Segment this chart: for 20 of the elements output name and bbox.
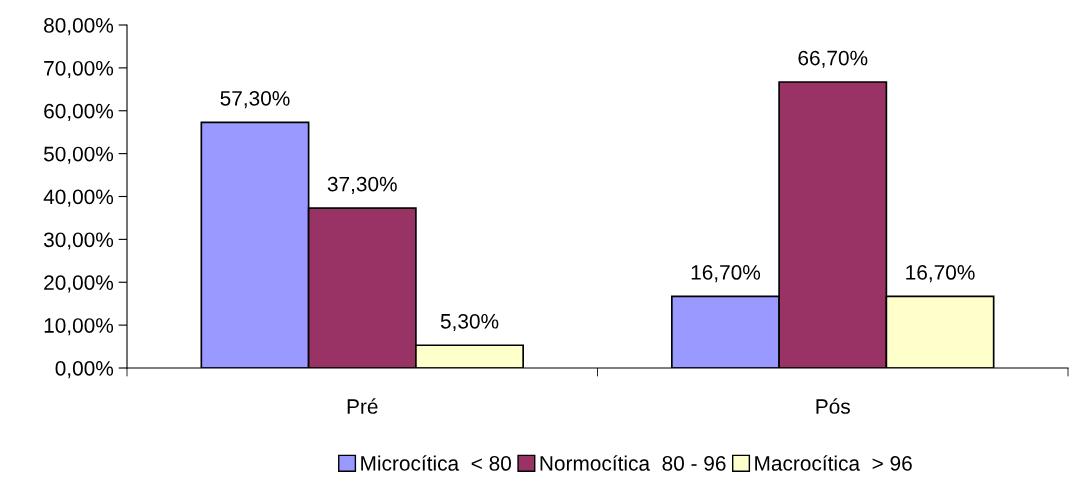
data-label: 16,70% — [691, 265, 761, 283]
y-tick-label: 20,00% — [44, 275, 114, 293]
x-tick-label: Pós — [816, 398, 850, 414]
y-tick-label: 0,00% — [55, 361, 114, 379]
data-label: 66,70% — [798, 50, 868, 68]
y-tick-label: 40,00% — [43, 189, 114, 207]
y-tick-label: 80,00% — [44, 18, 114, 36]
y-tick-label: 50,00% — [43, 146, 114, 164]
legend-label: Macrocítica > 96 — [755, 455, 912, 471]
data-label: 16,70% — [906, 265, 975, 283]
y-tick-label: 30,00% — [43, 232, 114, 250]
data-label: 37,30% — [327, 176, 397, 194]
x-tick-label: Pré — [347, 398, 378, 414]
data-label: 5,30% — [440, 313, 499, 332]
legend-label: Microcítica < 80 — [361, 455, 511, 471]
y-tick-label: 60,00% — [44, 103, 114, 121]
legend-label: Normocítica 80 - 96 — [540, 455, 726, 471]
y-tick-label: 10,00% — [44, 318, 114, 336]
y-tick-label: 70,00% — [44, 60, 114, 79]
data-label: 57,30% — [220, 90, 290, 109]
